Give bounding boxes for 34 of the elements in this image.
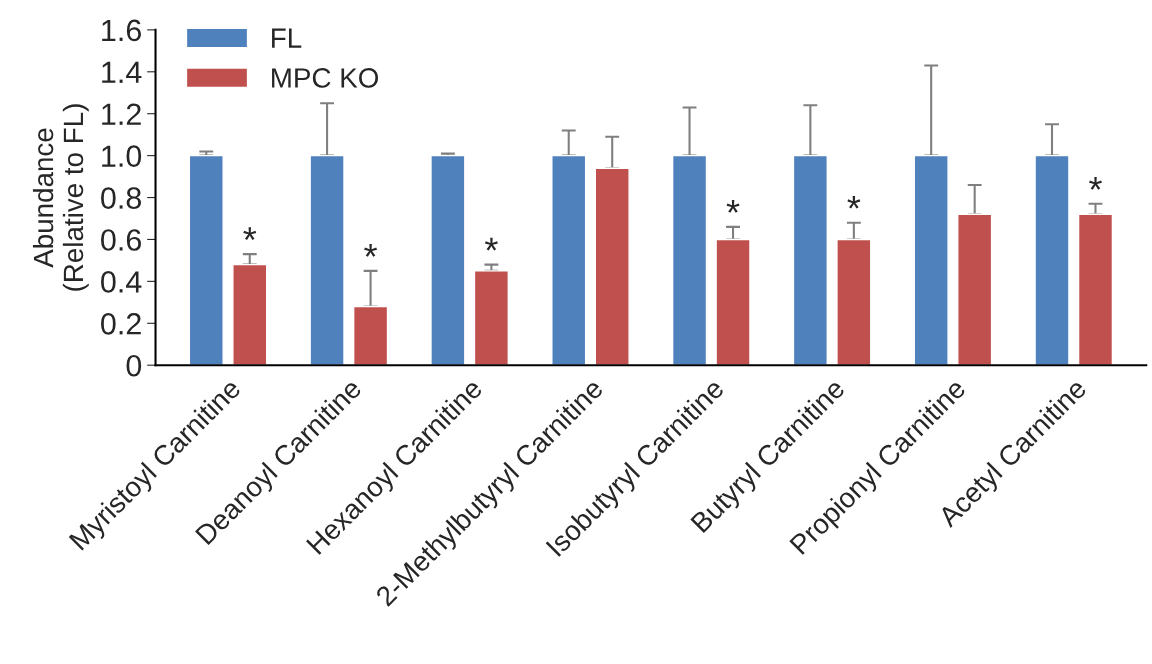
bar [792,154,828,366]
legend-label: FL [272,28,302,48]
y-tick-label: 1.4 [102,61,142,83]
bar [715,238,751,366]
y-axis-title: Abundance (Relative to FL) [32,104,89,291]
bar [430,154,466,366]
data-label: * [364,244,378,257]
y-tick-label: 0.2 [101,313,141,335]
bar [352,305,389,366]
y-tick-label: 1.2 [102,103,141,125]
y-tick-label: 1.6 [102,19,141,42]
bar [671,154,708,366]
bar [551,154,587,366]
bar [309,154,345,366]
data-label: * [726,200,740,213]
bar [594,167,630,366]
data-label: * [484,237,498,251]
data-label: * [847,195,861,209]
y-tick-label: 0 [126,354,142,377]
bar [913,154,949,366]
bar [188,154,224,366]
legend-label: MPC KO [272,68,379,88]
y-tick-label: 1.0 [102,145,142,167]
y-tick-label: 0.6 [101,229,141,251]
bar [232,263,268,366]
bar [1077,213,1114,366]
data-label: * [1089,177,1102,190]
data-label: * [243,227,257,241]
bar [836,238,872,366]
bar [473,270,510,366]
bar [957,213,993,366]
bar [1034,154,1070,366]
y-tick-label: 0.4 [101,271,142,293]
y-tick-label: 0.8 [101,187,141,209]
